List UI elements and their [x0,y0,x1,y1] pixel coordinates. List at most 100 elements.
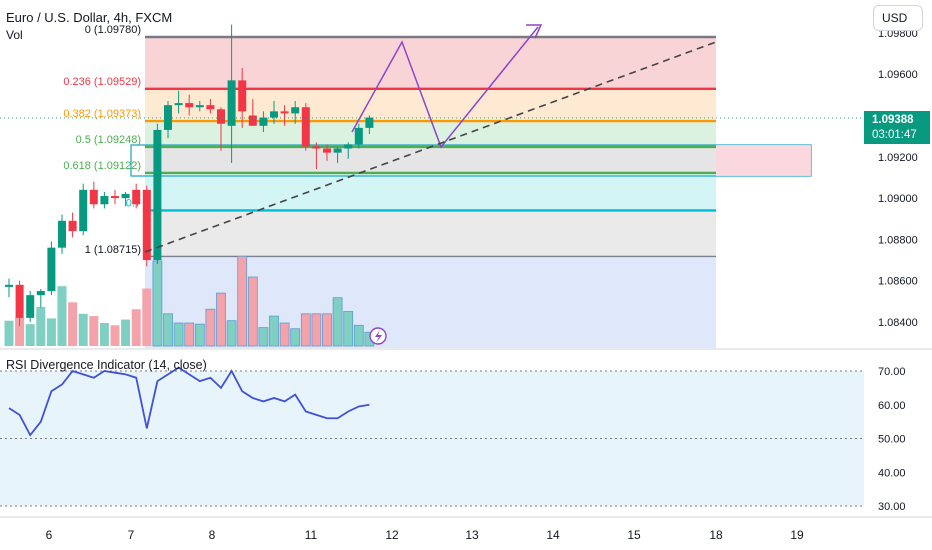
volume-bar [99,323,109,346]
volume-bar [290,328,301,347]
bolt-icon-glyph [375,330,382,343]
volume-bar [173,322,184,347]
fib-level-label: 0.5 (1.09248) [76,134,141,146]
candle-body [217,109,225,124]
bar-countdown: 03:01:47 [872,129,917,141]
candle-body [36,291,45,296]
candle-body [301,107,310,147]
rsi-tick-label: 50.00 [878,434,906,446]
time-tick-label: 14 [546,528,560,542]
time-tick-label: 6 [46,528,53,542]
candle-body [5,284,13,287]
volume-bar [194,323,205,347]
volume-bar [57,286,67,346]
candle-body [248,115,257,126]
volume-bar [332,297,343,347]
zone-rectangle-fill [716,145,811,176]
volume-bar [4,320,14,346]
rsi-title: RSI Divergence Indicator (14, close) [6,358,207,372]
time-tick-label: 12 [385,528,399,542]
volume-bar [205,308,216,347]
time-axis: 6 7 8 11 12 13 14 15 18 19 [46,528,804,542]
fib-band [145,37,716,89]
fib-level-label: 0.382 (1.09373) [63,108,141,120]
candle-body [174,103,183,106]
fib-level-label: 1 (1.08715) [85,244,141,256]
time-tick-label: 7 [128,528,135,542]
volume-bar [353,324,364,347]
volume-bar [36,306,46,346]
rsi-panel: 30.00 40.00 50.00 60.00 70.00 [0,366,932,518]
volume-bar [322,313,332,347]
volume-bar [15,317,25,346]
time-tick-label: 13 [465,528,479,542]
rsi-tick-label: 60.00 [878,400,906,412]
candle-body [344,144,353,149]
volume-bar [68,302,78,346]
volume-bar [46,318,56,346]
volume-bar [279,322,290,347]
candle-body [153,129,162,261]
price-tick-label: 1.08400 [878,317,918,329]
volume-bar [163,313,173,347]
time-tick-label: 18 [709,528,723,542]
candle-body [312,146,321,149]
volume-bar [184,322,195,347]
volume-bar [247,276,258,347]
candle-body [206,105,215,110]
candle-body [89,189,98,205]
volume-bar [269,315,279,347]
fib-level-label: 0 (1.09780) [85,24,141,36]
volume-bar [258,327,269,347]
projection-arrowhead [526,24,543,39]
volume-bar [78,313,88,346]
candle-body [68,220,77,232]
volume-bar [89,316,99,346]
candle-body [270,111,278,118]
candle-body [100,196,109,205]
price-tick-label: 1.08800 [878,234,918,246]
volume-bar [343,311,354,347]
time-tick-label: 19 [790,528,804,542]
volume-bar [25,324,35,346]
trend-line [144,41,717,253]
candle-body [291,107,300,114]
candle-body [164,105,172,130]
volume-bar [121,319,131,346]
fib-band [145,121,716,147]
candle-body [111,196,119,199]
candle-body [185,103,194,108]
candle-body [47,247,56,292]
candle-body [121,193,130,199]
drawings[interactable] [0,24,864,345]
candle-body [195,105,204,108]
candle-body [26,295,35,318]
volume-bar [311,313,322,347]
time-tick-label: 15 [627,528,641,542]
rsi-tick-label: 40.00 [878,467,906,479]
volume-bar [131,309,141,346]
rsi-tick-label: 70.00 [878,366,906,378]
volume-bars [4,255,375,347]
candles [5,24,374,327]
rsi-tick-label: 30.00 [878,501,906,513]
symbol-title: Euro / U.S. Dollar, 4h, FXCM [6,10,173,25]
candle-body [142,189,151,261]
volume-bar [216,292,226,347]
candle-body [354,127,363,145]
volume-bar [142,288,152,346]
rsi-line [8,366,370,437]
volume-label: Vol [6,28,23,42]
currency-button[interactable]: USD [873,5,923,31]
candle-body [238,80,247,112]
candle-body [259,117,268,126]
time-tick-label: 11 [305,528,318,542]
fibonacci-retracement[interactable]: 0 (1.09780) 0.236 (1.09529) 0.382 (1.09373… [63,24,812,348]
fib-level-label: 0.236 (1.09529) [63,76,141,88]
price-tick-label: 1.08600 [878,276,918,288]
volume-bar [152,260,163,347]
candle-body [323,148,331,153]
candle-body [227,80,236,126]
current-price: 1.09388 [872,114,914,126]
